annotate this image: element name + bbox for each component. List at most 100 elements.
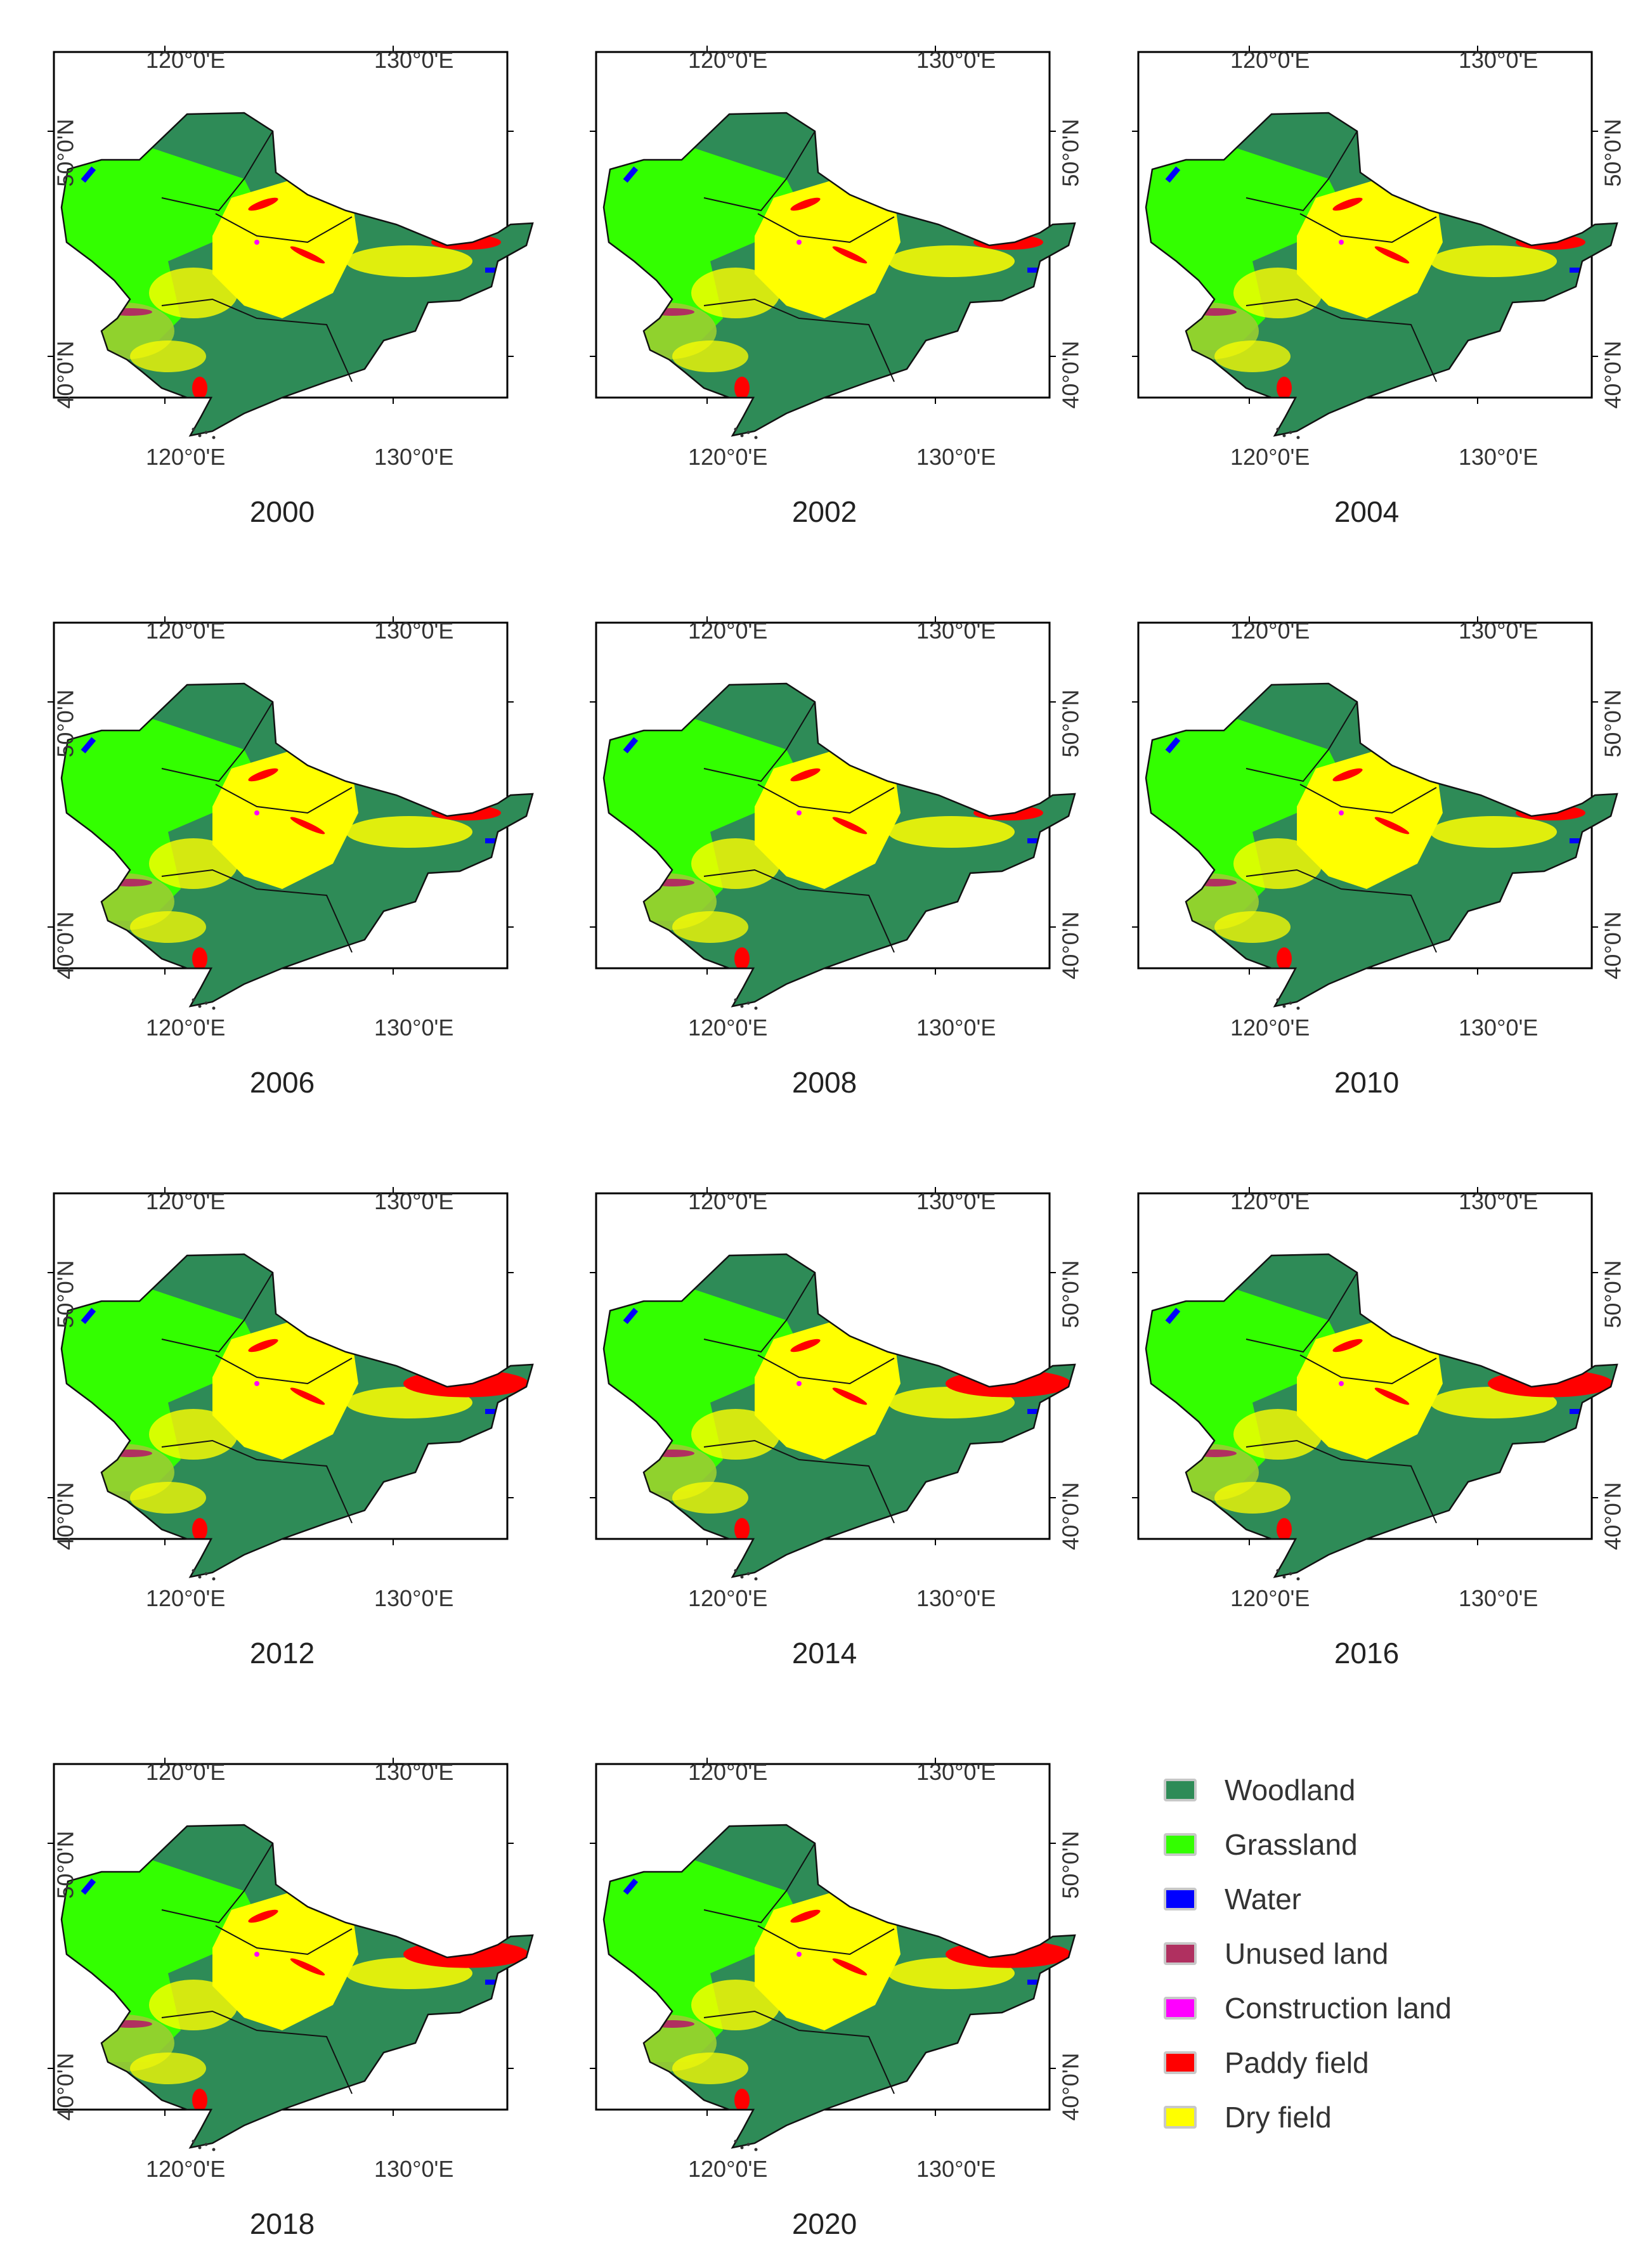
- lon-label-bottom-120e: 120°0'E: [1230, 1015, 1310, 1041]
- island-marker: [1282, 1004, 1286, 1008]
- dry-field-area: [212, 1320, 358, 1460]
- province-boundary: [757, 213, 895, 243]
- legend-item: Unused land: [1164, 1926, 1452, 1981]
- legend-label: Woodland: [1225, 1774, 1356, 1807]
- island-marker: [1282, 1575, 1286, 1579]
- province-boundary: [1246, 1272, 1358, 1353]
- land-use-map: [48, 1758, 534, 2151]
- legend-swatch: [1164, 1942, 1197, 1965]
- dry-field-area: [1233, 1409, 1322, 1460]
- lat-label-50n: 50°0'N: [1599, 689, 1626, 758]
- island-marker: [740, 2146, 744, 2150]
- lat-label-40n: 40°0'N: [52, 911, 79, 980]
- paddy-field-area: [248, 1909, 278, 1923]
- lon-label-top-120e: 120°0'E: [146, 1188, 226, 1214]
- panel-year-label: 2008: [791, 1066, 857, 1099]
- construction-land-area: [797, 1952, 802, 1957]
- dry-field-area: [1430, 245, 1557, 277]
- lon-label-bottom-120e: 120°0'E: [688, 2156, 768, 2182]
- paddy-field-area: [1277, 377, 1292, 399]
- legend-swatch: [1164, 1833, 1197, 1856]
- island-marker: [746, 2143, 750, 2146]
- dry-field-area: [130, 911, 206, 943]
- lon-label-top-130e: 130°0'E: [1459, 618, 1538, 644]
- construction-land-area: [1339, 240, 1344, 245]
- map-panel: 120°0'E 130°0'E 120°0'E 130°0'E 50°0'N 40°0'N…: [590, 44, 1113, 539]
- paddy-field-area: [1277, 1518, 1292, 1541]
- dry-field-area: [888, 816, 1015, 848]
- province-boundary: [703, 1843, 816, 1924]
- panel-year-label: 2010: [1334, 1066, 1400, 1099]
- island-marker: [746, 1572, 750, 1576]
- lon-label-top-120e: 120°0'E: [1230, 1188, 1310, 1214]
- island-marker: [192, 2139, 195, 2143]
- dry-field-area: [149, 1409, 238, 1460]
- lon-label-bottom-120e: 120°0'E: [146, 444, 226, 470]
- province-boundary: [1299, 784, 1437, 814]
- land-use-map: [48, 616, 534, 1010]
- island-marker: [734, 998, 738, 1002]
- map-panel: 120°0'E 130°0'E 120°0'E 130°0'E 50°0'N 40°0'N…: [48, 44, 571, 539]
- island-marker: [198, 1004, 202, 1008]
- province-boundary: [703, 298, 895, 382]
- lon-label-top-130e: 130°0'E: [374, 47, 454, 73]
- construction-land-area: [797, 810, 802, 815]
- construction-land-area: [254, 1952, 259, 1957]
- lon-label-top-120e: 120°0'E: [688, 618, 768, 644]
- region-boundary: [60, 682, 534, 1008]
- island-marker: [740, 1004, 744, 1008]
- paddy-field-area: [192, 377, 207, 399]
- legend-label: Water: [1225, 1883, 1301, 1916]
- water-area: [1027, 1409, 1041, 1414]
- paddy-field-area: [1332, 197, 1363, 211]
- island-marker: [1296, 436, 1300, 439]
- region-boundary: [60, 112, 534, 437]
- lon-label-bottom-130e: 130°0'E: [1459, 444, 1538, 470]
- region-boundary: [602, 1253, 1076, 1578]
- water-area: [1027, 838, 1041, 843]
- paddy-field-area: [1332, 1339, 1363, 1353]
- lat-label-40n: 40°0'N: [1057, 1482, 1084, 1550]
- lon-label-bottom-120e: 120°0'E: [688, 1585, 768, 1611]
- province-boundary: [161, 1439, 353, 1524]
- panel-year-label: 2004: [1334, 495, 1400, 528]
- province-boundary: [703, 869, 895, 953]
- dry-field-area: [691, 1980, 780, 2030]
- island-marker: [198, 2146, 202, 2150]
- water-area: [1027, 268, 1041, 273]
- lon-label-bottom-130e: 130°0'E: [374, 2156, 454, 2182]
- island-marker: [754, 436, 758, 439]
- lat-label-40n: 40°0'N: [1599, 1482, 1626, 1550]
- dry-field-area: [755, 179, 901, 318]
- lon-label-bottom-120e: 120°0'E: [1230, 1585, 1310, 1611]
- map-panel: 120°0'E 130°0'E 120°0'E 130°0'E 50°0'N 40°0'N…: [590, 1186, 1113, 1680]
- dry-field-area: [130, 1482, 206, 1514]
- water-area: [623, 1878, 639, 1895]
- island-marker: [740, 1575, 744, 1579]
- island-marker: [1276, 427, 1280, 431]
- dry-field-area: [672, 911, 748, 943]
- province-boundary: [1299, 1354, 1437, 1385]
- water-area: [623, 1307, 639, 1325]
- lon-label-top-130e: 130°0'E: [1459, 47, 1538, 73]
- water-area: [1570, 268, 1584, 273]
- construction-land-area: [797, 240, 802, 245]
- land-use-map: [48, 46, 534, 439]
- dry-field-area: [130, 2053, 206, 2084]
- legend-item: Water: [1164, 1872, 1452, 1926]
- lon-label-top-130e: 130°0'E: [374, 1759, 454, 1785]
- lon-label-bottom-120e: 120°0'E: [146, 1585, 226, 1611]
- lat-label-50n: 50°0'N: [1057, 689, 1084, 758]
- island-marker: [212, 1577, 216, 1581]
- legend-swatch: [1164, 2051, 1197, 2074]
- lon-label-bottom-120e: 120°0'E: [688, 1015, 768, 1041]
- lat-label-40n: 40°0'N: [1057, 341, 1084, 409]
- province-boundary: [1246, 131, 1358, 212]
- lon-label-top-120e: 120°0'E: [146, 1759, 226, 1785]
- dry-field-area: [755, 749, 901, 889]
- lon-label-bottom-120e: 120°0'E: [146, 1015, 226, 1041]
- province-boundary: [757, 784, 895, 814]
- lon-label-top-130e: 130°0'E: [916, 1188, 996, 1214]
- province-boundary: [703, 1272, 816, 1353]
- province-boundary: [1246, 1439, 1437, 1524]
